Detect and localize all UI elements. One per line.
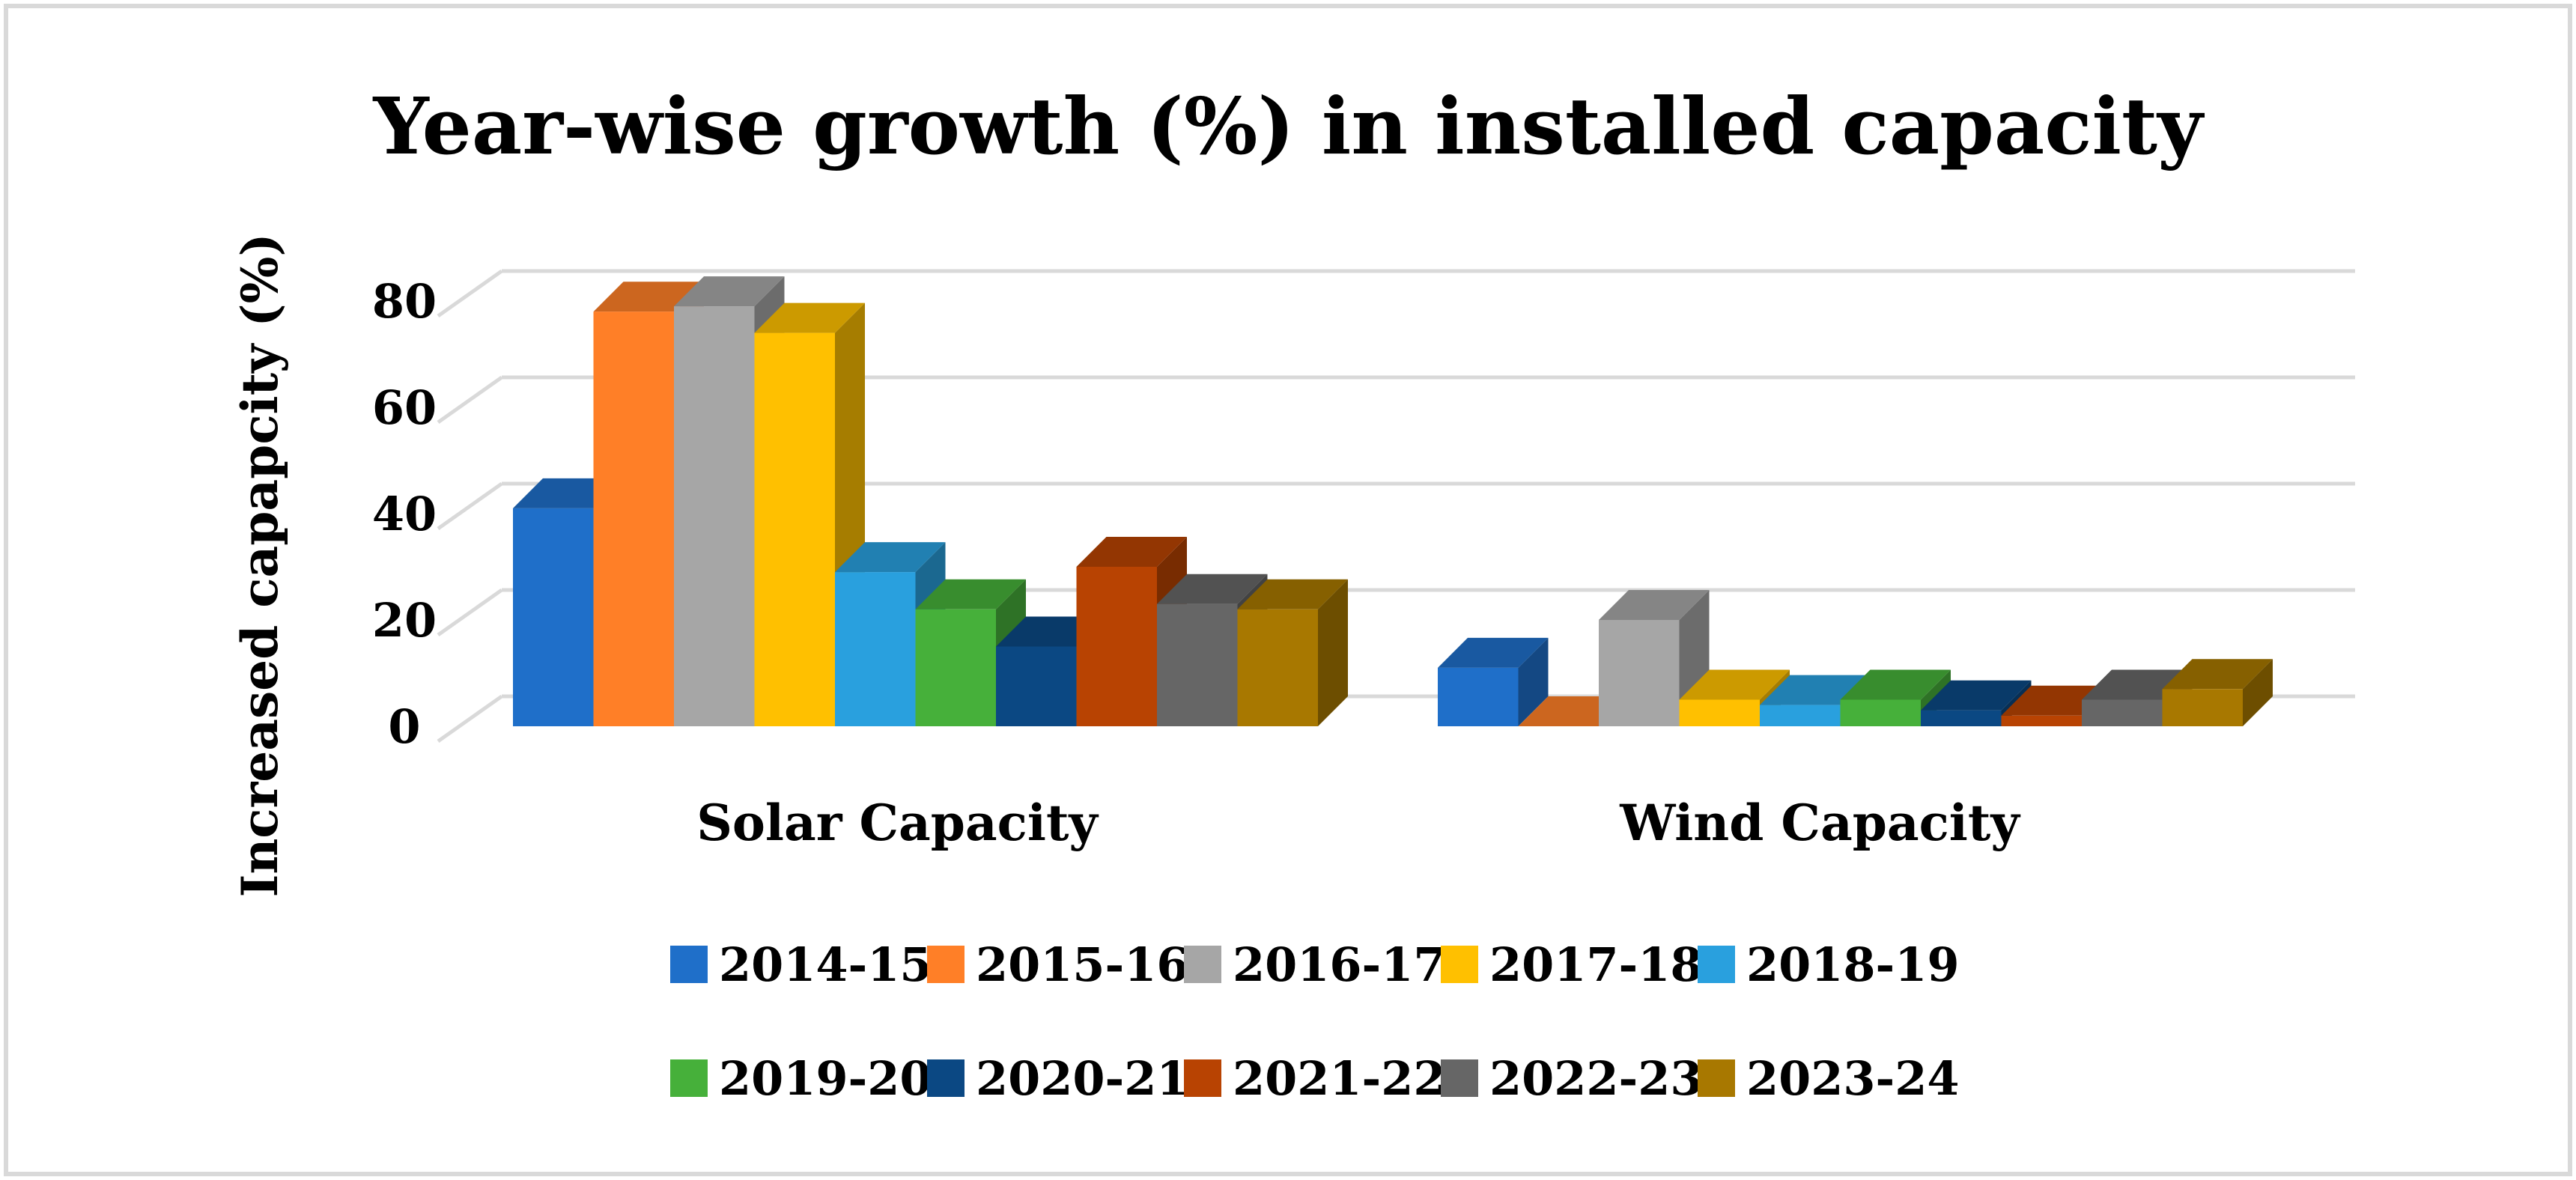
gridline-slant bbox=[437, 694, 503, 743]
bar-side bbox=[1518, 637, 1549, 726]
y-axis-ticks: 0 20 40 60 80 bbox=[372, 274, 437, 754]
chart-title: Year-wise growth (%) in installed capaci… bbox=[372, 80, 2205, 172]
bar-top bbox=[754, 302, 865, 333]
legend-label: 2019-20 bbox=[719, 1051, 932, 1106]
bar-front bbox=[1438, 667, 1519, 726]
legend-swatch bbox=[927, 946, 965, 983]
y-tick-label: 20 bbox=[372, 593, 437, 648]
legend-item-2019-20: 2019-20 bbox=[670, 1051, 932, 1106]
legend-item-2015-16: 2015-16 bbox=[927, 937, 1189, 992]
legend-item-2020-21: 2020-21 bbox=[927, 1051, 1189, 1106]
bar-front bbox=[593, 311, 674, 726]
gridline-slant bbox=[437, 588, 503, 637]
legend-label: 2015-16 bbox=[976, 937, 1189, 992]
category-labels: Solar Capacity Wind Capacity bbox=[696, 794, 2020, 852]
bar-top bbox=[1438, 637, 1549, 668]
bar-front bbox=[1157, 603, 1238, 726]
legend-item-2018-19: 2018-19 bbox=[1698, 937, 1960, 992]
legend-item-2014-15: 2014-15 bbox=[670, 937, 932, 992]
bar-top bbox=[2162, 659, 2273, 690]
legend-label: 2016-17 bbox=[1233, 937, 1446, 992]
legend-swatch bbox=[927, 1059, 965, 1097]
bar-top bbox=[1679, 669, 1790, 700]
legend-swatch bbox=[670, 1059, 708, 1097]
y-tick-label: 60 bbox=[372, 380, 437, 435]
bar-front bbox=[1237, 609, 1318, 726]
category-label: Solar Capacity bbox=[696, 794, 1099, 852]
legend-swatch bbox=[1698, 1059, 1735, 1097]
bar-top bbox=[1921, 680, 2032, 711]
bar-front bbox=[996, 646, 1077, 726]
bar-top bbox=[674, 276, 785, 307]
bar-front bbox=[674, 306, 755, 727]
y-tick-label: 40 bbox=[372, 487, 437, 541]
legend-swatch bbox=[1441, 1059, 1478, 1097]
legend-swatch bbox=[670, 946, 708, 983]
y-tick-label: 80 bbox=[372, 274, 437, 329]
gridline-slant bbox=[437, 269, 503, 318]
bar-front bbox=[513, 508, 594, 726]
legend-label: 2018-19 bbox=[1746, 937, 1960, 992]
legend-label: 2022-23 bbox=[1489, 1051, 1703, 1106]
bar-top bbox=[1076, 537, 1187, 567]
bar-2023-24-solar-capacity bbox=[1237, 579, 1348, 726]
bar-front bbox=[2001, 715, 2082, 726]
legend-label: 2021-22 bbox=[1233, 1051, 1446, 1106]
bar-front bbox=[754, 332, 835, 727]
bar-front bbox=[1921, 710, 2002, 726]
bar-top bbox=[1840, 669, 1951, 700]
y-axis-label: Increased capapcity (%) bbox=[231, 233, 289, 897]
bar-2014-15-wind-capacity bbox=[1438, 637, 1549, 726]
category-label: Wind Capacity bbox=[1619, 794, 2020, 852]
y-tick-label: 0 bbox=[388, 699, 420, 754]
bar-top bbox=[915, 579, 1026, 609]
legend-item-2017-18: 2017-18 bbox=[1441, 937, 1703, 992]
bar-2023-24-wind-capacity bbox=[2162, 659, 2273, 726]
bar-front bbox=[2162, 689, 2243, 726]
bar-front bbox=[1840, 699, 1921, 726]
legend-swatch bbox=[1184, 1059, 1221, 1097]
legend-label: 2023-24 bbox=[1746, 1051, 1960, 1106]
bar-front bbox=[2082, 699, 2163, 726]
legend: 2014-15 2015-16 2016-17 2017-18 2018-19 2019-… bbox=[670, 937, 1960, 1106]
bar-side bbox=[1318, 579, 1348, 726]
legend-swatch bbox=[1441, 946, 1478, 983]
legend-label: 2020-21 bbox=[976, 1051, 1189, 1106]
bar-front bbox=[1760, 705, 1841, 726]
gridline-slant bbox=[437, 375, 503, 425]
bar-front bbox=[1599, 620, 1680, 726]
bar-top bbox=[1599, 590, 1710, 620]
legend-swatch bbox=[1698, 946, 1735, 983]
legend-item-2023-24: 2023-24 bbox=[1698, 1051, 1960, 1106]
bar-top bbox=[835, 542, 946, 573]
bar-top bbox=[1157, 574, 1268, 604]
legend-item-2021-22: 2021-22 bbox=[1184, 1051, 1446, 1106]
bar-front bbox=[1076, 567, 1157, 726]
legend-swatch bbox=[1184, 946, 1221, 983]
legend-label: 2017-18 bbox=[1489, 937, 1703, 992]
bar-front bbox=[1679, 699, 1760, 726]
bar-front bbox=[835, 572, 916, 726]
bar-side bbox=[2243, 659, 2273, 726]
bars bbox=[513, 276, 2273, 727]
gridline-slant bbox=[437, 481, 503, 531]
bar-top bbox=[1237, 579, 1348, 609]
legend-item-2022-23: 2022-23 bbox=[1441, 1051, 1703, 1106]
bar-front bbox=[915, 609, 996, 726]
legend-item-2016-17: 2016-17 bbox=[1184, 937, 1446, 992]
legend-label: 2014-15 bbox=[719, 937, 932, 992]
